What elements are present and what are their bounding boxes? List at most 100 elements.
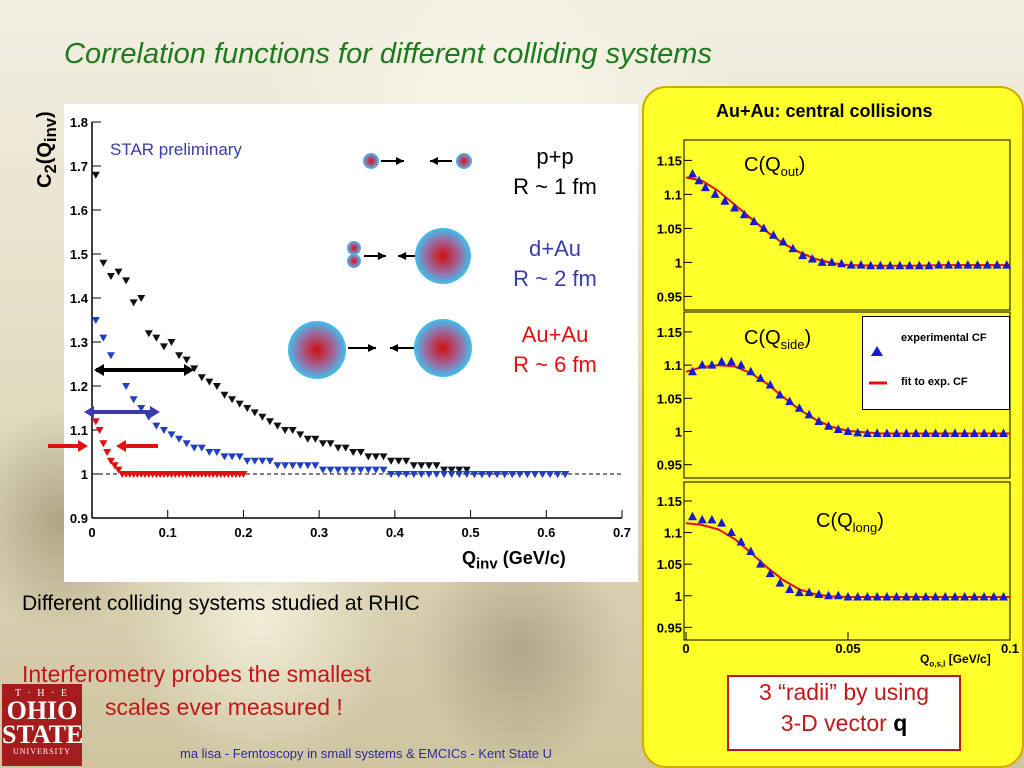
data-point-dau	[137, 405, 146, 412]
experimental-point	[720, 196, 730, 205]
experimental-point	[788, 243, 798, 253]
experimental-point	[717, 356, 727, 366]
panel-label-long-main: C(Q	[816, 510, 853, 532]
system-pp-name: p+p	[536, 144, 574, 169]
experimental-point	[775, 390, 785, 399]
right-y-tick-label: 1.1	[664, 526, 682, 541]
data-point-dau	[175, 435, 184, 443]
legend-triangle-icon	[871, 346, 883, 356]
width-arrow-dau-head-left	[84, 406, 94, 418]
data-point-pp	[356, 449, 365, 456]
experimental-point	[960, 428, 970, 438]
data-point-dau	[424, 471, 433, 478]
data-point-dau	[205, 449, 214, 456]
experimental-point	[885, 260, 895, 270]
right-y-tick-label: 1	[675, 589, 682, 604]
data-point-dau	[515, 471, 524, 478]
slide-title: Correlation functions for different coll…	[64, 38, 712, 70]
left-y-tick-label: 1.3	[70, 335, 88, 350]
data-point-pp	[311, 435, 320, 443]
xlabel-sub: inv	[476, 555, 498, 573]
panel-label-long-sub: long	[852, 520, 878, 535]
experimental-point	[950, 428, 960, 438]
system-auau: Au+Au R ~ 6 fm	[490, 320, 620, 380]
right-y-tick-label: 0.95	[657, 620, 682, 635]
panel-label-out: C(Qout)	[744, 154, 805, 179]
experimental-point	[817, 257, 827, 266]
experimental-point	[862, 592, 872, 601]
experimental-point	[969, 428, 979, 438]
experimental-point	[798, 250, 808, 260]
data-point-pp	[379, 453, 388, 461]
bullet-interferometry: Interferometry probes the smallest scale…	[22, 658, 371, 724]
experimental-point	[739, 209, 749, 219]
right-y-tick-label: 1.15	[657, 153, 682, 168]
data-point-dau	[493, 471, 502, 478]
data-point-pp	[258, 413, 267, 421]
experimental-point	[940, 592, 950, 601]
ylabel-sub1: 2	[41, 164, 60, 174]
experimental-point	[756, 373, 766, 382]
radii-note: 3 “radii” by using 3-D vector q	[727, 675, 961, 751]
experimental-point	[950, 592, 960, 601]
system-pp-radius: R ~ 1 fm	[513, 174, 597, 199]
left-y-tick-label: 1.5	[70, 247, 88, 262]
experimental-point	[730, 203, 740, 212]
left-x-tick-label: 0.6	[537, 525, 555, 540]
data-point-pp	[144, 330, 153, 338]
experimental-point	[768, 230, 778, 239]
experimental-point	[982, 260, 992, 269]
experimental-point	[807, 254, 817, 263]
panel-label-out-end: )	[798, 154, 806, 176]
logo-line0: T · H · E	[15, 688, 69, 699]
experimental-point	[989, 428, 999, 438]
data-point-auau	[106, 457, 115, 465]
experimental-point	[687, 511, 697, 521]
experimental-point	[892, 592, 902, 601]
experimental-point	[934, 260, 944, 269]
experimental-point	[999, 428, 1009, 438]
experimental-point	[687, 169, 697, 178]
data-point-dau	[159, 427, 168, 434]
right-x-tick-label: 0.1	[1001, 641, 1019, 656]
data-point-dau	[341, 466, 350, 474]
bullet-systems: Different colliding systems studied at R…	[22, 592, 420, 615]
experimental-point	[697, 514, 707, 524]
data-point-dau	[500, 471, 509, 478]
right-panel-frame	[683, 139, 1011, 311]
data-point-dau	[281, 462, 290, 470]
experimental-point	[969, 592, 979, 601]
data-point-dau	[417, 471, 426, 478]
left-x-tick-label: 0.3	[310, 525, 328, 540]
data-point-dau	[273, 462, 282, 470]
deuteron-top-icon	[347, 241, 361, 255]
system-pp: p+p R ~ 1 fm	[490, 142, 620, 202]
data-point-pp	[159, 343, 168, 351]
experimental-point	[726, 527, 736, 537]
data-point-pp	[122, 277, 131, 285]
data-point-dau	[485, 471, 494, 478]
experimental-point	[759, 223, 769, 232]
ohio-state-logo: T · H · E OHIO STATE UNIVERSITY	[2, 684, 83, 766]
experimental-point	[707, 360, 717, 369]
left-plot-area	[64, 104, 638, 582]
data-point-dau	[477, 471, 486, 478]
left-y-tick-label: 1.6	[70, 203, 88, 218]
left-plot-xlabel: Qinv (GeV/c)	[462, 548, 566, 573]
data-point-dau	[265, 457, 274, 465]
logo-line3: UNIVERSITY	[13, 747, 71, 756]
data-point-pp	[106, 273, 115, 280]
right-x-axis-label: Qo,s,l [GeV/c]	[920, 652, 991, 668]
data-point-pp	[334, 444, 343, 452]
ylabel-sub2: inv	[41, 117, 60, 143]
data-point-pp	[402, 457, 411, 465]
data-point-pp	[129, 299, 138, 307]
dau-arrow-right-head	[378, 252, 386, 260]
experimental-point	[853, 592, 863, 601]
radii-line2: 3-D vector q	[729, 708, 959, 739]
panel-label-long: C(Qlong)	[816, 510, 884, 535]
data-point-auau	[114, 466, 123, 474]
left-x-tick-label: 0.5	[462, 525, 480, 540]
width-arrow-pp-head-right	[184, 364, 194, 376]
left-x-tick-label: 0.4	[386, 525, 405, 540]
